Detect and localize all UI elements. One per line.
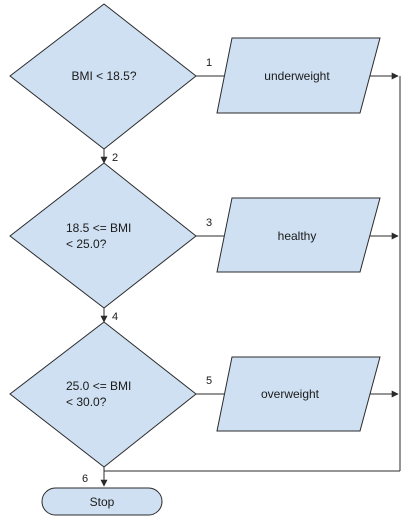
output-label: healthy (278, 229, 317, 243)
output-label: underweight (264, 69, 330, 83)
edge-label-4: 4 (112, 311, 118, 323)
edge-label-5: 5 (206, 375, 212, 387)
output-label: overweight (261, 387, 320, 401)
decision-label-line2: < 25.0? (66, 237, 107, 251)
terminal-stop: Stop (41, 487, 163, 516)
edge-labels: 1 2 3 4 5 6 (82, 57, 212, 485)
terminal-label: Stop (90, 495, 115, 509)
output-healthy: healthy (216, 197, 381, 273)
output-overweight: overweight (216, 356, 381, 432)
connectors (100, 72, 401, 487)
edge-label-6: 6 (82, 473, 88, 485)
decision-label-line1: 18.5 <= BMI (66, 221, 131, 235)
edge-label-3: 3 (206, 217, 212, 229)
decision-label-line2: < 30.0? (66, 395, 107, 409)
decision-bmi-underweight: BMI < 18.5? (9, 3, 197, 150)
decision-bmi-overweight: 25.0 <= BMI < 30.0? (9, 321, 197, 468)
decision-label: BMI < 18.5? (71, 69, 136, 83)
decision-label-line1: 25.0 <= BMI (66, 379, 131, 393)
edge-label-1: 1 (206, 57, 212, 69)
edge-label-2: 2 (112, 152, 118, 164)
decision-bmi-healthy: 18.5 <= BMI < 25.0? (9, 162, 197, 309)
output-underweight: underweight (216, 37, 381, 114)
